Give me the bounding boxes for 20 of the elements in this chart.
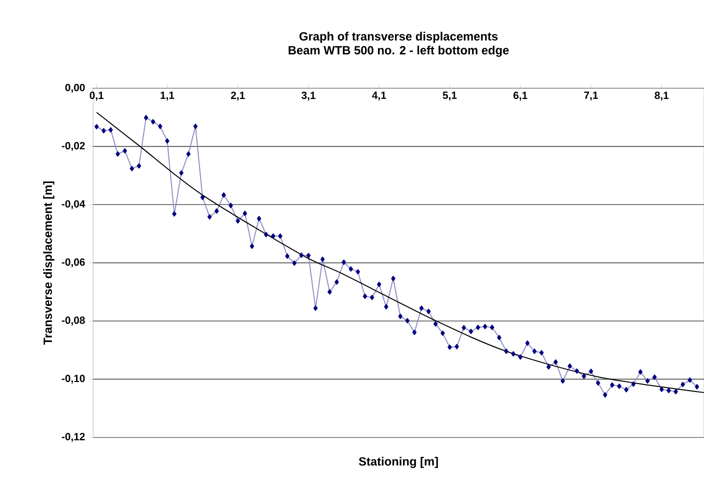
x-axis-title: Stationing [m] [358, 456, 438, 468]
y-tick-label: -0,12 [62, 432, 85, 442]
y-tick-label: -0,04 [62, 200, 86, 210]
y-tick-label: -0,02 [62, 142, 85, 151]
y-tick-label: -0,10 [62, 374, 85, 384]
x-tick-label: 5,1 [442, 92, 457, 100]
y-tick-label: 0,00 [65, 84, 85, 93]
x-tick-label: 7,1 [584, 92, 598, 100]
x-tick-label: 0,1 [90, 92, 104, 101]
x-tick-label: 2,1 [230, 92, 245, 101]
chart-subtitle: Beam WTB 500 no. 2 - left bottom edge [288, 46, 509, 57]
x-tick-label: 6,1 [514, 92, 528, 101]
chart-title: Graph of transverse displacements [299, 32, 498, 43]
y-tick-label: -0,06 [62, 258, 85, 268]
x-tick-label: 1,1 [160, 92, 174, 100]
y-axis-title: Transverse displacement [m] [43, 181, 54, 345]
x-tick-label: 8,1 [654, 92, 669, 101]
x-tick-label: 4,1 [372, 92, 386, 100]
y-tick-label: -0,08 [62, 316, 85, 326]
x-tick-label: 3,1 [301, 92, 316, 101]
